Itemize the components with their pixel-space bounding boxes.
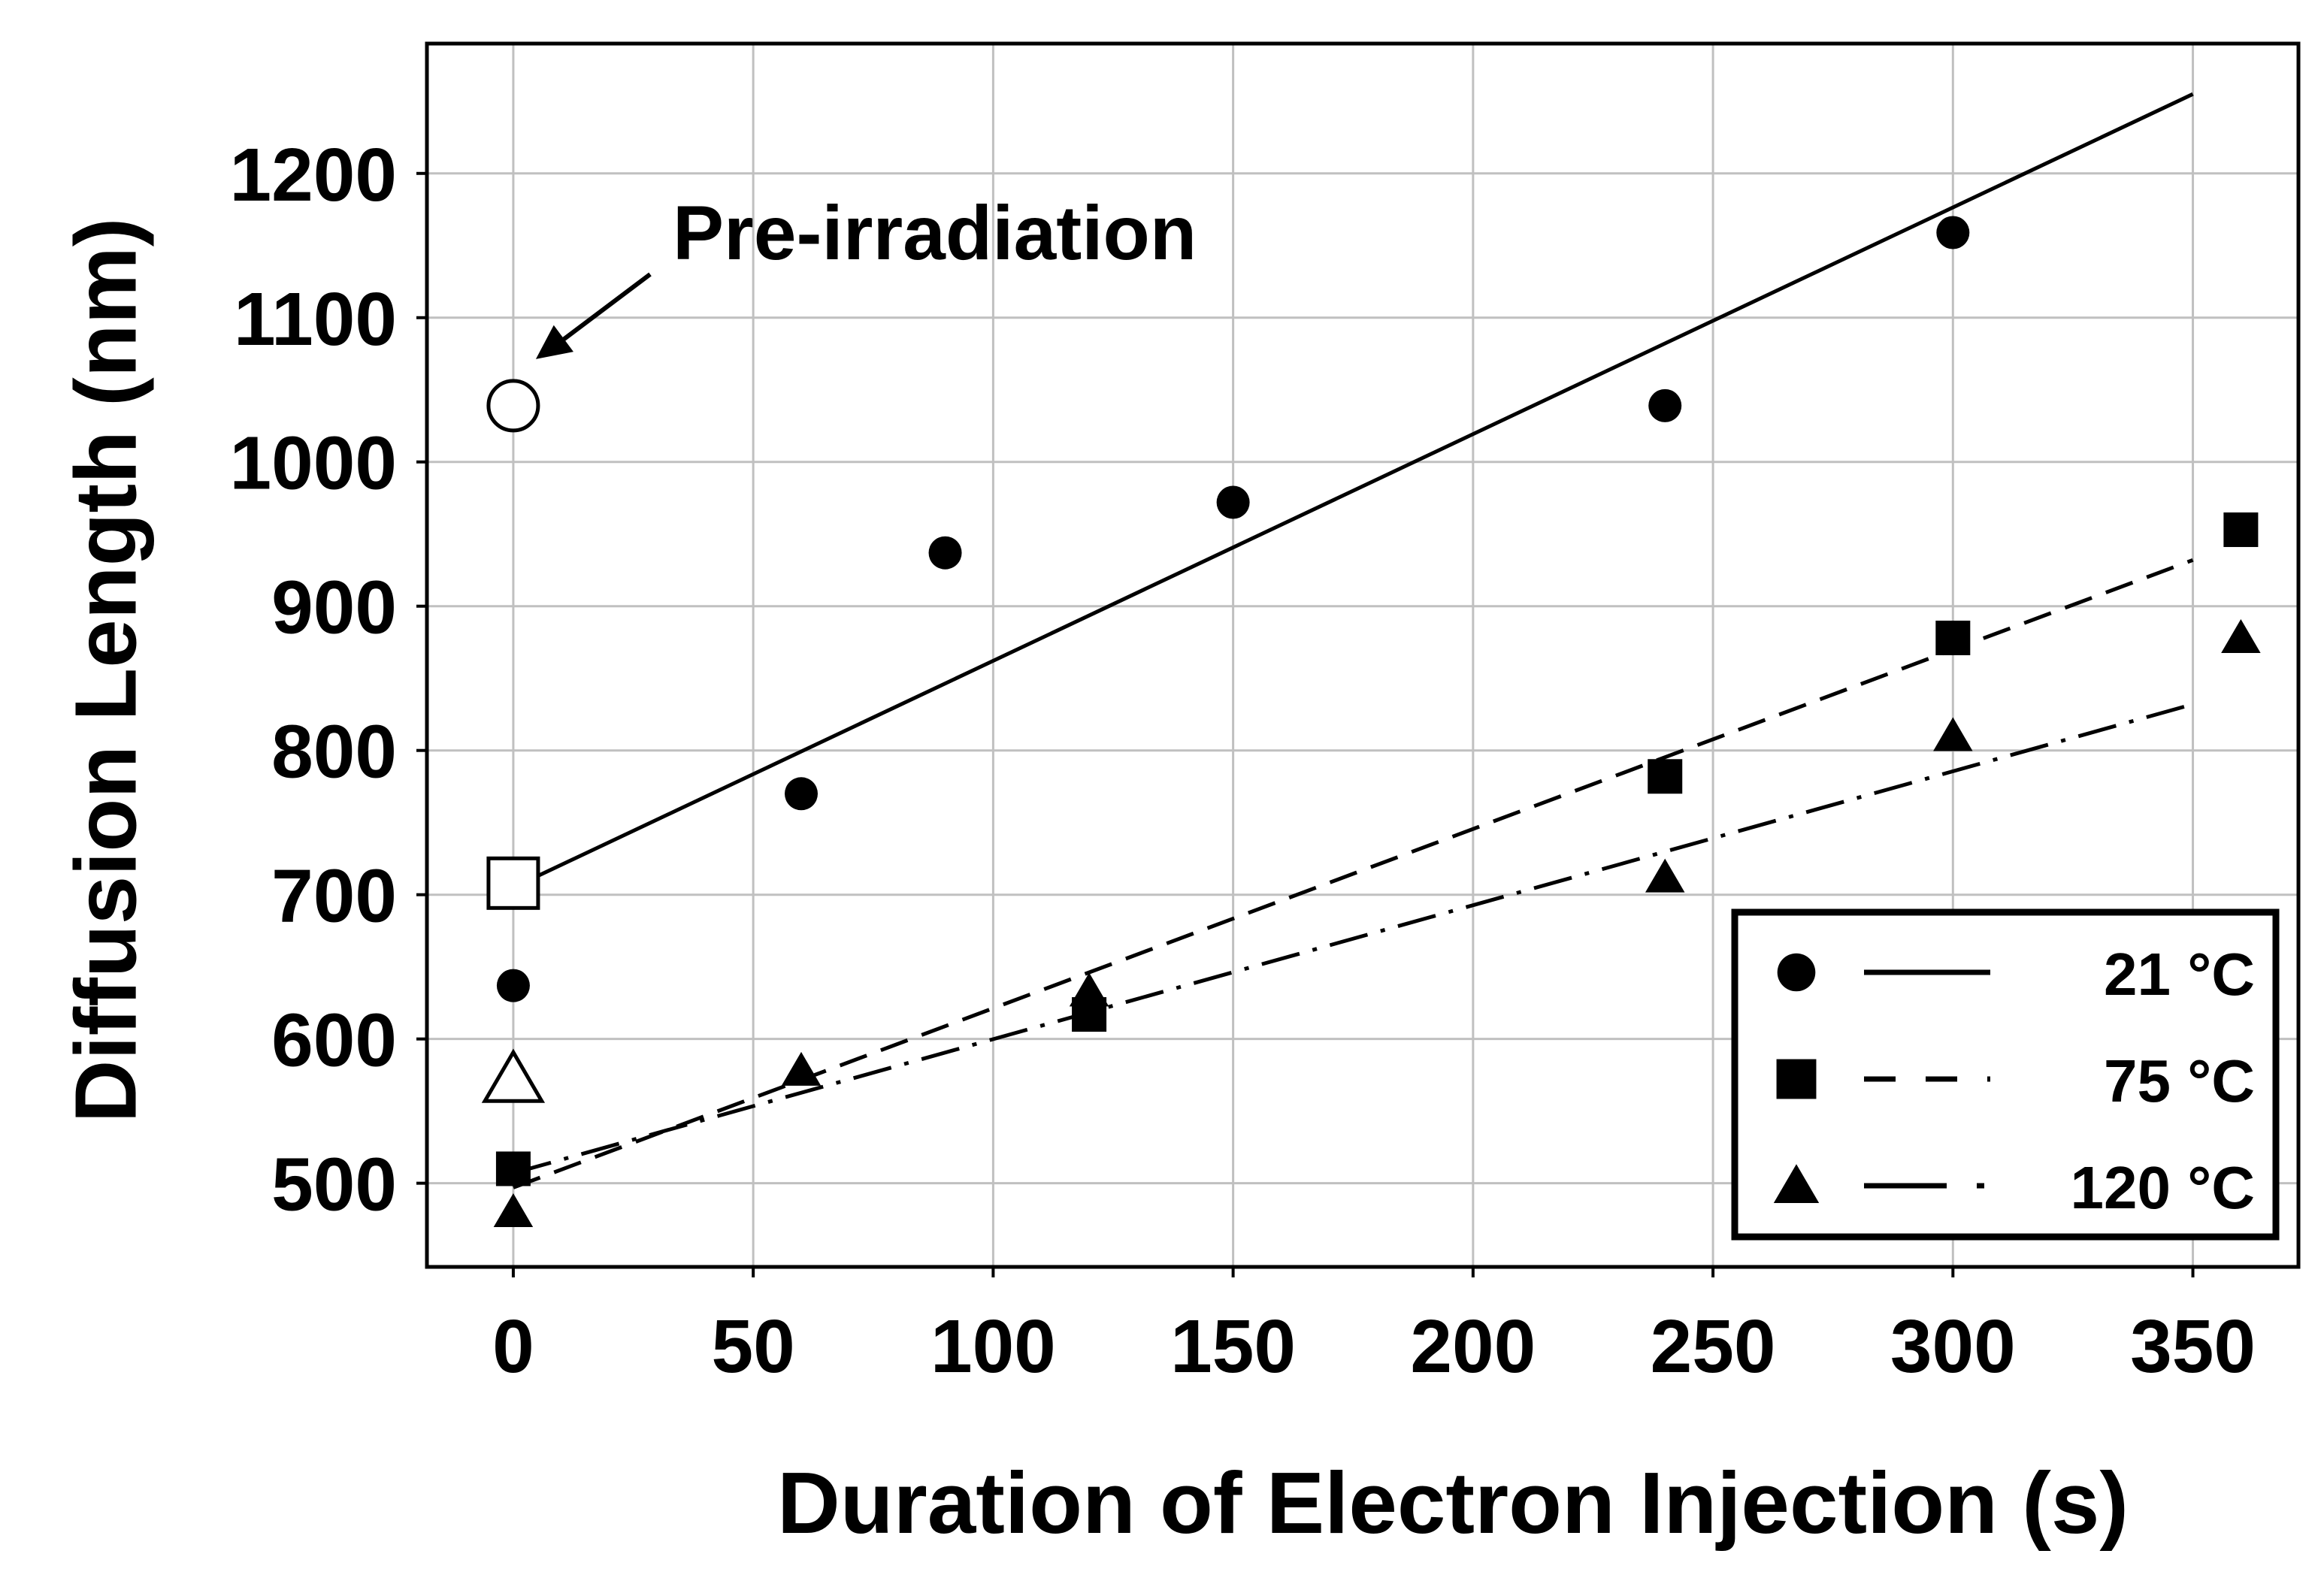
annotation-arrow-line <box>548 272 652 352</box>
x-tick-label: 0 <box>492 1304 534 1389</box>
fit-line-triangle <box>513 702 2194 1175</box>
open-marker-triangle <box>481 1048 546 1103</box>
data-point-triangle <box>1933 717 1973 751</box>
x-tick-label: 250 <box>1651 1304 1776 1389</box>
data-markers <box>481 216 2261 1228</box>
y-tick-label: 500 <box>271 1143 397 1227</box>
fit-lines <box>512 92 2194 1189</box>
data-point-square <box>1935 620 1971 655</box>
data-point-circle <box>1216 485 1250 519</box>
plot-frame <box>425 41 2301 1269</box>
data-point-circle <box>785 777 818 811</box>
annotations: Pre-irradiation <box>535 190 1197 359</box>
tick-labels: 0 50 100 150 200 250 300 350 500 600 700 800 900 1000… <box>230 133 2256 1389</box>
annotation-arrow-head <box>535 325 573 359</box>
data-point-circle <box>928 536 962 570</box>
x-tick-label: 150 <box>1170 1304 1296 1389</box>
data-point-square <box>495 1151 531 1186</box>
x-tick-label: 300 <box>1890 1304 2016 1389</box>
y-tick-label: 900 <box>271 566 397 650</box>
data-point-triangle <box>2221 618 2261 653</box>
data-point-triangle <box>493 1193 534 1228</box>
legend-box <box>1731 908 2280 1241</box>
fit-line-square <box>513 558 2194 1189</box>
annotation-text: Pre-irradiation <box>673 190 1197 276</box>
data-point-triangle <box>1069 972 1109 1007</box>
legend-label: 75 °C <box>2104 1047 2255 1114</box>
legend-label: 21 °C <box>2104 941 2255 1008</box>
legend-label: 120 °C <box>2071 1154 2255 1221</box>
x-tick-label: 350 <box>2130 1304 2256 1389</box>
data-point-circle <box>1936 216 1970 249</box>
x-tick-label: 50 <box>712 1304 795 1389</box>
data-point-square <box>2223 512 2259 547</box>
legend-marker-triangle <box>1773 1164 1820 1203</box>
legend-marker-circle <box>1777 953 1816 992</box>
y-tick-label: 700 <box>271 854 397 939</box>
y-tick-label: 1200 <box>230 133 397 217</box>
y-tick-label: 1000 <box>230 422 397 506</box>
open-marker-circle <box>486 379 540 433</box>
y-axis-title: Diffusion Length (nm) <box>57 218 155 1123</box>
data-point-triangle <box>1645 858 1685 893</box>
x-axis-title: Duration of Electron Injection (s) <box>777 1454 2129 1552</box>
fit-line-circle <box>512 92 2194 890</box>
grid-lines <box>427 44 2298 1267</box>
y-tick-label: 600 <box>271 999 397 1083</box>
x-tick-label: 200 <box>1410 1304 1536 1389</box>
legend: 21 °C 75 °C 120 °C <box>1731 908 2280 1241</box>
y-tick-label: 800 <box>271 710 397 794</box>
data-point-circle <box>1648 388 1682 422</box>
y-tick-label: 1100 <box>234 277 397 361</box>
data-point-triangle <box>781 1051 822 1086</box>
legend-marker-square <box>1776 1059 1817 1099</box>
data-point-square <box>1648 759 1683 794</box>
open-marker-square <box>486 856 540 910</box>
x-tick-label: 100 <box>931 1304 1056 1389</box>
data-point-circle <box>496 969 530 1002</box>
